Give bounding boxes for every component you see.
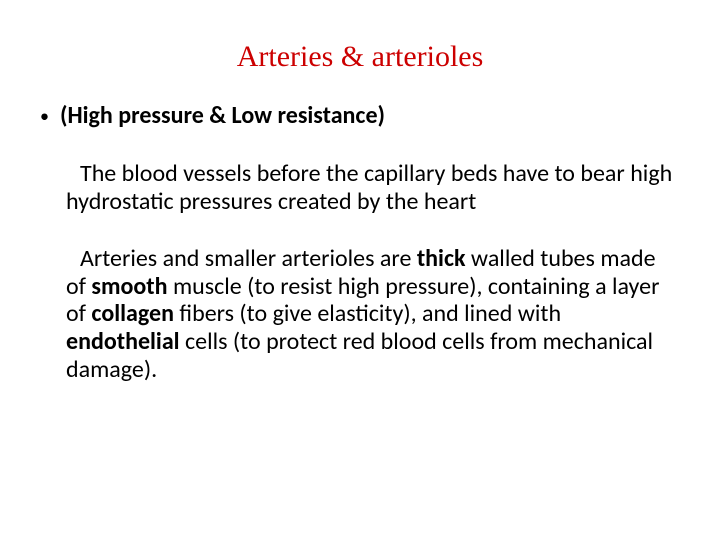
bullet-item: • (High pressure & Low resistance) (40, 102, 680, 130)
p2-bold-thick: thick (417, 244, 466, 273)
p2-bold-smooth: smooth (91, 272, 167, 301)
paragraph-2: Arteries and smaller arterioles are thic… (66, 245, 680, 383)
slide-title: Arteries & arterioles (40, 40, 680, 74)
p2-bold-endothelial: endothelial (66, 327, 180, 356)
p2-text-0: Arteries and smaller arterioles are (80, 244, 417, 273)
p2-bold-collagen: collagen (91, 299, 174, 328)
p2-text-3: fibers (to give elasticity), and lined w… (174, 299, 561, 328)
slide: Arteries & arterioles • (High pressure &… (0, 0, 720, 540)
paragraph-1: The blood vessels before the capillary b… (66, 160, 680, 215)
bullet-text: (High pressure & Low resistance) (60, 102, 680, 130)
slide-body: • (High pressure & Low resistance) The b… (40, 102, 680, 383)
bullet-marker: • (40, 102, 60, 130)
